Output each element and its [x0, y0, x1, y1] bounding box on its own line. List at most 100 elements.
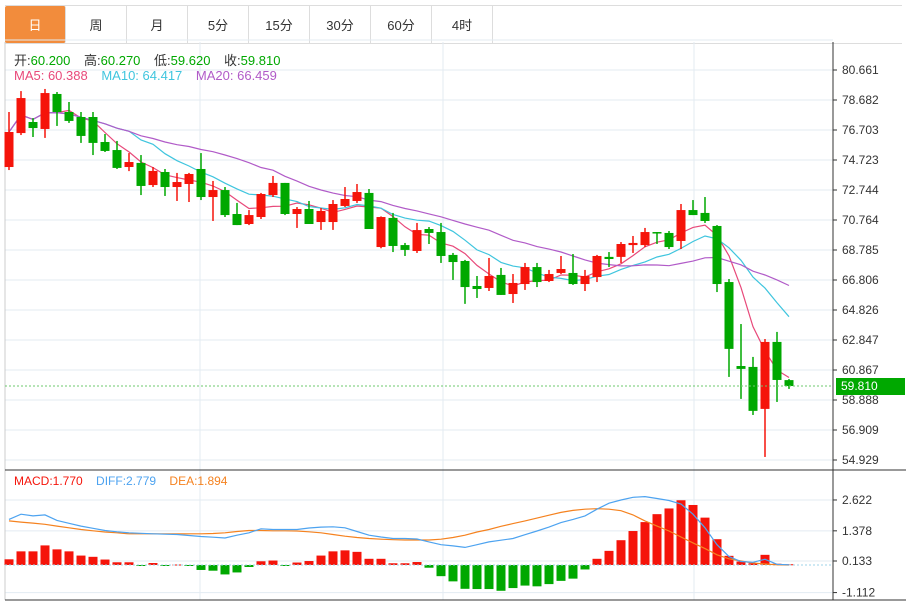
- macd-bar-negative: [436, 565, 446, 577]
- tab-month[interactable]: 月: [127, 6, 188, 43]
- candle-down: [64, 111, 74, 121]
- tab-day[interactable]: 日: [5, 6, 66, 43]
- candle-up: [412, 230, 422, 251]
- candle-down: [688, 210, 698, 216]
- candle-down: [424, 229, 434, 233]
- macd-axis-label: 1.378: [842, 524, 872, 538]
- ma10-value: MA10: 64.417: [101, 68, 183, 83]
- macd-bar-negative: [556, 565, 566, 581]
- candle-up: [292, 208, 302, 214]
- candle-down: [364, 192, 374, 230]
- macd-bar-negative: [220, 565, 230, 575]
- candle-up: [328, 203, 338, 223]
- candle-up: [40, 93, 50, 129]
- macd-bar-positive: [400, 563, 410, 565]
- candle-up: [4, 132, 14, 168]
- macd-bar-positive: [124, 562, 134, 565]
- tab-week[interactable]: 周: [66, 6, 127, 43]
- candle-up: [676, 210, 686, 241]
- macd-bar-positive: [76, 555, 86, 565]
- price-axis-label: 62.847: [842, 333, 879, 347]
- low-label: 低:: [154, 53, 171, 68]
- candle-down: [568, 272, 578, 285]
- close-label: 收:: [224, 53, 241, 68]
- candle-up: [556, 269, 566, 273]
- macd-bar-positive: [352, 551, 362, 565]
- macd-bar-negative: [496, 565, 506, 591]
- macd-bar-negative: [208, 565, 218, 571]
- macd-bar-positive: [148, 563, 158, 565]
- candle-down: [772, 341, 782, 380]
- macd-bar-negative: [520, 565, 530, 586]
- ma20-value: MA20: 66.459: [195, 68, 277, 83]
- candle-up: [184, 173, 194, 184]
- candle-up: [340, 198, 350, 206]
- macd-bar-positive: [4, 559, 14, 565]
- macd-bar-positive: [340, 550, 350, 565]
- macd-bar-negative: [196, 565, 206, 570]
- diff-value: DIFF:2.779: [96, 474, 157, 488]
- candle-down: [304, 208, 314, 225]
- candle-down: [112, 150, 122, 168]
- macd-bar-positive: [112, 562, 122, 565]
- candle-up: [376, 217, 386, 248]
- macd-bar-negative: [472, 565, 482, 590]
- macd-bar-negative: [448, 565, 458, 582]
- ohlc-info: 开:60.200 高:60.270 低:59.620 收:59.810: [14, 50, 290, 69]
- candle-down: [604, 256, 614, 260]
- candle-down: [748, 366, 758, 411]
- macd-bar-positive: [292, 562, 302, 565]
- tab-4hour[interactable]: 4时: [432, 6, 493, 43]
- tab-60min[interactable]: 60分: [371, 6, 432, 43]
- macd-bar-negative: [580, 565, 590, 570]
- candle-down: [496, 274, 506, 295]
- high-value: 60.270: [100, 53, 141, 68]
- price-axis-label: 66.806: [842, 273, 879, 287]
- candle-down: [28, 122, 38, 129]
- candle-down: [76, 116, 86, 136]
- macd-bar-positive: [40, 545, 50, 565]
- macd-bar-positive: [736, 561, 746, 565]
- macd-bar-positive: [676, 500, 686, 565]
- candle-down: [52, 93, 62, 112]
- candle-down: [436, 232, 446, 256]
- candle-down: [232, 213, 242, 226]
- tab-15min[interactable]: 15分: [249, 6, 310, 43]
- candle-up: [268, 182, 278, 196]
- candle-up: [628, 242, 638, 246]
- candle-down: [88, 116, 98, 143]
- open-label: 开:: [14, 53, 31, 68]
- tab-5min[interactable]: 5分: [188, 6, 249, 43]
- macd-bar-positive: [652, 514, 662, 565]
- candle-down: [472, 285, 482, 290]
- price-axis-label: 60.867: [842, 363, 879, 377]
- candle-up: [352, 192, 362, 201]
- macd-bar-negative: [568, 565, 578, 579]
- candle-down: [448, 254, 458, 263]
- macd-bar-negative: [424, 565, 434, 568]
- macd-bar-positive: [88, 556, 98, 565]
- macd-bar-positive: [604, 550, 614, 565]
- candle-up: [16, 98, 26, 134]
- macd-bar-positive: [52, 549, 62, 565]
- candle-down: [400, 245, 410, 250]
- price-axis-label: 72.744: [842, 183, 879, 197]
- macd-bar-positive: [16, 551, 26, 565]
- candle-up: [592, 255, 602, 278]
- candle-down: [280, 182, 290, 214]
- candle-up: [148, 170, 158, 186]
- candle-up: [580, 275, 590, 285]
- candle-down: [724, 282, 734, 349]
- macd-bar-positive: [304, 561, 314, 565]
- candle-down: [532, 267, 542, 283]
- candle-up: [616, 244, 626, 257]
- macd-bar-positive: [376, 558, 386, 565]
- candle-up: [172, 182, 182, 188]
- macd-bar-positive: [412, 562, 422, 565]
- macd-value: MACD:1.770: [14, 474, 83, 488]
- macd-bar-negative: [532, 565, 542, 587]
- macd-bar-positive: [28, 551, 38, 565]
- tab-30min[interactable]: 30分: [310, 6, 371, 43]
- candle-down: [100, 142, 110, 151]
